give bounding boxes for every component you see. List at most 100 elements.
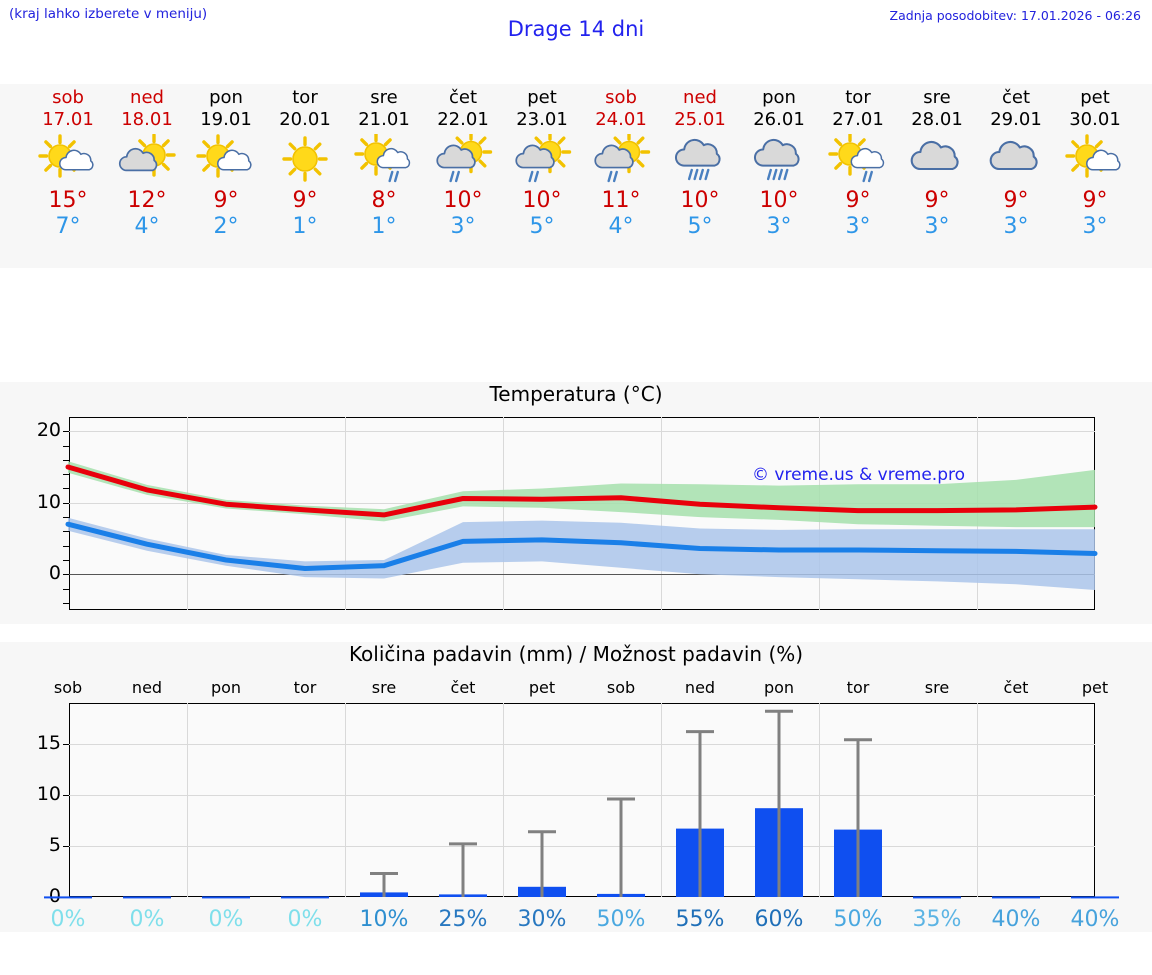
day-date: 24.01: [595, 109, 647, 130]
precip-bar: [123, 896, 171, 899]
day-min-temp: 7°: [55, 214, 81, 239]
day-weather-icon: [424, 134, 503, 186]
temp-y-tick: [63, 488, 69, 490]
temp-y-tick: [63, 502, 69, 504]
day-column[interactable]: sob 24.01 11° 4°: [582, 84, 661, 268]
precip-y-tick: [63, 845, 69, 847]
temp-y-tick: [63, 459, 69, 461]
precip-bar: [202, 896, 250, 899]
temperature-band-1: [68, 517, 1095, 590]
day-min-temp: 5°: [529, 214, 555, 239]
day-weather-icon: [266, 134, 345, 186]
day-min-temp: 4°: [608, 214, 634, 239]
temp-y-tick: [63, 517, 69, 519]
forecast-day-strip: sob 17.01 15° 7° ned 18.01 12° 4° pon 19.01 9° 2…: [0, 84, 1152, 268]
day-max-temp: 10°: [680, 188, 720, 213]
day-max-temp: 12°: [127, 188, 167, 213]
temperature-line-0: [65, 464, 1098, 518]
day-max-temp: 10°: [759, 188, 799, 213]
precip-probability-label: 0%: [50, 907, 86, 932]
precip-probability-label: 35%: [912, 907, 962, 932]
day-name: pon: [209, 87, 243, 108]
day-name: tor: [292, 87, 318, 108]
day-min-temp: 1°: [371, 214, 397, 239]
precipitation-plot-area: [69, 703, 1095, 897]
precip-probability-label: 60%: [754, 907, 804, 932]
precip-bar: [44, 896, 92, 899]
precip-day-label: sre: [371, 678, 397, 697]
day-column[interactable]: sre 28.01 9° 3°: [898, 84, 977, 268]
temp-y-tick: [63, 574, 69, 576]
precip-probability-label: 55%: [675, 907, 725, 932]
precip-probability-label: 30%: [517, 907, 567, 932]
day-max-temp: 10°: [443, 188, 483, 213]
day-column[interactable]: ned 25.01 10° 5°: [661, 84, 740, 268]
day-column[interactable]: pet 30.01 9° 3°: [1056, 84, 1135, 268]
precip-gridline-v: [186, 703, 188, 897]
day-date: 19.01: [200, 109, 252, 130]
day-weather-icon: [29, 134, 108, 186]
day-name: čet: [448, 87, 478, 108]
day-date: 30.01: [1069, 109, 1121, 130]
day-name: pet: [1080, 87, 1110, 108]
day-column[interactable]: pet 23.01 10° 5°: [503, 84, 582, 268]
temp-y-tick: [63, 588, 69, 590]
day-date: 25.01: [674, 109, 726, 130]
page-header: (kraj lahko izberete v meniju) Drage 14 …: [0, 0, 1152, 62]
precip-probability-label: 25%: [438, 907, 488, 932]
precip-day-label: ned: [684, 678, 716, 697]
temp-y-tick: [63, 531, 69, 533]
day-column[interactable]: čet 29.01 9° 3°: [977, 84, 1056, 268]
temp-y-tick: [63, 431, 69, 433]
weather-icon-sun-cloud-rain: [354, 134, 411, 183]
day-date: 23.01: [516, 109, 568, 130]
day-column[interactable]: čet 22.01 10° 3°: [424, 84, 503, 268]
day-weather-icon: [503, 134, 582, 186]
day-date: 20.01: [279, 109, 331, 130]
precip-bar: [913, 896, 961, 899]
day-column[interactable]: tor 20.01 9° 1°: [266, 84, 345, 268]
precip-probability-label: 40%: [991, 907, 1041, 932]
day-min-temp: 4°: [134, 214, 160, 239]
day-max-temp: 9°: [1082, 188, 1108, 213]
day-name: pet: [527, 87, 557, 108]
temperature-chart-title: Temperatura (°C): [489, 382, 663, 406]
precip-probability-label: 0%: [208, 907, 244, 932]
day-weather-icon: [661, 134, 740, 186]
day-name: pon: [762, 87, 796, 108]
precip-day-label: sob: [606, 678, 636, 697]
precip-day-label: pet: [1081, 678, 1109, 697]
day-column[interactable]: sre 21.01 8° 1°: [345, 84, 424, 268]
copyright-label: © vreme.us & vreme.pro: [752, 465, 966, 486]
day-name: sre: [923, 87, 951, 108]
precip-gridline-v: [976, 703, 978, 897]
temperature-line-1: [65, 521, 1098, 571]
precip-probability-label: 50%: [596, 907, 646, 932]
day-name: sob: [52, 87, 84, 108]
precip-day-label: ned: [131, 678, 163, 697]
day-column[interactable]: pon 19.01 9° 2°: [187, 84, 266, 268]
day-column[interactable]: pon 26.01 10° 3°: [740, 84, 819, 268]
weather-icon-cloud-sun: [118, 134, 176, 177]
day-name: tor: [845, 87, 871, 108]
day-column[interactable]: tor 27.01 9° 3°: [819, 84, 898, 268]
day-min-temp: 5°: [687, 214, 713, 239]
precip-bar: [1071, 896, 1119, 899]
weather-icon-sun-cloud: [196, 134, 252, 178]
day-max-temp: 15°: [48, 188, 88, 213]
temp-gridline-h: [69, 574, 1095, 576]
day-min-temp: 3°: [766, 214, 792, 239]
day-column[interactable]: sob 17.01 15° 7°: [29, 84, 108, 268]
day-name: sob: [605, 87, 637, 108]
day-date: 22.01: [437, 109, 489, 130]
precip-y-label: 15: [36, 731, 61, 754]
precip-probability-label: 10%: [359, 907, 409, 932]
day-date: 29.01: [990, 109, 1042, 130]
weather-icon-cloud: [910, 140, 959, 171]
precip-bar: [992, 896, 1040, 899]
day-column[interactable]: ned 18.01 12° 4°: [108, 84, 187, 268]
day-date: 28.01: [911, 109, 963, 130]
day-weather-icon: [740, 134, 819, 186]
precip-y-label: 5: [48, 833, 61, 856]
day-min-temp: 3°: [924, 214, 950, 239]
